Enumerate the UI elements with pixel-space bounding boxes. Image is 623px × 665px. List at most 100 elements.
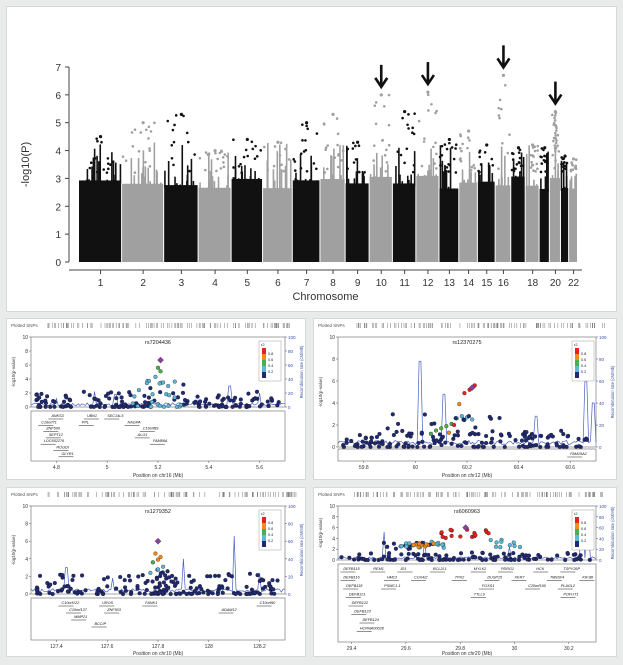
snp-point xyxy=(287,158,291,161)
peak-point-chr18 xyxy=(531,143,535,147)
chromosome-12 xyxy=(416,90,439,262)
y2-axis-label: Recombination rate (cM/Mb) xyxy=(299,345,304,398)
snp-point xyxy=(419,430,424,435)
snp-point xyxy=(483,557,488,562)
peak-point-chr8 xyxy=(331,112,335,116)
snp-point xyxy=(470,417,475,422)
snp-point xyxy=(352,161,356,164)
snp-point xyxy=(497,415,502,421)
snp-point xyxy=(122,578,127,583)
snp-point xyxy=(507,552,512,557)
arrow-head xyxy=(548,93,563,106)
snp-point xyxy=(385,557,390,562)
snp-point xyxy=(305,124,308,128)
snp-point xyxy=(238,401,243,406)
snp-point xyxy=(530,161,533,164)
y2-tick-label: 40 xyxy=(288,557,294,562)
snp-point xyxy=(532,155,535,158)
y2-tick-label: 80 xyxy=(599,357,605,362)
legend-swatch xyxy=(262,366,266,372)
snp-point xyxy=(250,140,254,144)
snp-point xyxy=(267,581,272,586)
snp-point xyxy=(468,139,471,142)
snp-point xyxy=(512,169,516,173)
snp-point xyxy=(213,573,218,578)
snp-point xyxy=(434,141,437,145)
recombination-line xyxy=(337,516,597,560)
arrow-chr20 xyxy=(548,81,563,106)
snp-point xyxy=(292,158,296,161)
snp-point xyxy=(462,391,467,396)
snp-point xyxy=(576,436,581,441)
gene-label: KIF3B xyxy=(582,576,593,580)
snp-point xyxy=(157,381,162,386)
snp-point xyxy=(372,159,375,162)
snp-point xyxy=(149,404,154,409)
gene-label: DEFB115 xyxy=(343,567,360,571)
legend-swatch xyxy=(575,535,579,541)
snp-point xyxy=(143,400,148,405)
chromosome-8 xyxy=(320,112,345,262)
snp-point xyxy=(145,578,150,583)
gene-label: ROGDI xyxy=(56,446,69,450)
snp-point xyxy=(158,369,163,374)
snp-point xyxy=(157,583,162,588)
snp-point xyxy=(68,398,73,403)
snp-point xyxy=(554,124,557,127)
snp-point xyxy=(364,440,369,445)
lead-snp xyxy=(468,384,476,391)
x-tick-label: 29.4 xyxy=(347,646,357,652)
snp-point xyxy=(491,444,496,449)
snp-point xyxy=(412,132,416,136)
snp-point xyxy=(570,161,573,164)
chromosome-7 xyxy=(292,121,320,262)
plot-frame xyxy=(30,505,286,595)
snp-point xyxy=(355,444,360,450)
snp-point xyxy=(216,157,219,161)
snp-point xyxy=(273,145,277,148)
snp-point xyxy=(225,586,230,591)
snp-point xyxy=(140,573,145,578)
snp-points xyxy=(34,365,281,410)
snp-point xyxy=(396,150,400,154)
snp-point xyxy=(123,585,128,590)
snp-point xyxy=(352,141,355,145)
snp-point xyxy=(37,395,42,400)
chromosome-18 xyxy=(525,143,540,262)
snp-point xyxy=(562,157,566,160)
snp-point xyxy=(172,395,177,400)
snp-point xyxy=(109,163,112,166)
chromosome-label-6: 6 xyxy=(275,278,281,289)
snp-point xyxy=(150,560,155,565)
snp-point xyxy=(411,126,414,130)
gene-label: FAM86A xyxy=(153,439,168,443)
legend-swatch xyxy=(262,372,266,378)
snp-point xyxy=(147,125,151,129)
chromosome-label-13: 13 xyxy=(444,278,456,289)
gene-label: XKR7 xyxy=(514,576,526,580)
peak-point-chr14 xyxy=(466,129,471,133)
snp-point xyxy=(60,573,65,578)
gene-label: DEFB121 xyxy=(349,593,365,597)
snp-point xyxy=(429,421,434,427)
legend-swatch xyxy=(262,535,266,541)
snp-point xyxy=(239,162,242,166)
snp-point xyxy=(284,147,287,151)
legend-swatch xyxy=(575,348,579,354)
snp-point xyxy=(244,148,248,152)
snp-point xyxy=(369,435,374,440)
snp-point xyxy=(166,119,170,123)
snp-point xyxy=(560,170,564,173)
chromosome-label-4: 4 xyxy=(212,278,218,289)
chromosome-2 xyxy=(121,121,164,262)
snp-point xyxy=(484,433,489,439)
snp-point xyxy=(184,591,189,597)
snp-point xyxy=(119,399,125,404)
snp-point xyxy=(222,165,226,169)
snp-point xyxy=(105,575,110,580)
snp-point xyxy=(407,127,410,130)
peak-point-chr17 xyxy=(516,146,521,150)
gene-label: ALG1 xyxy=(137,433,148,437)
y2-axis-label: Recombination rate (cM/Mb) xyxy=(299,523,304,576)
snp-point xyxy=(511,551,516,556)
